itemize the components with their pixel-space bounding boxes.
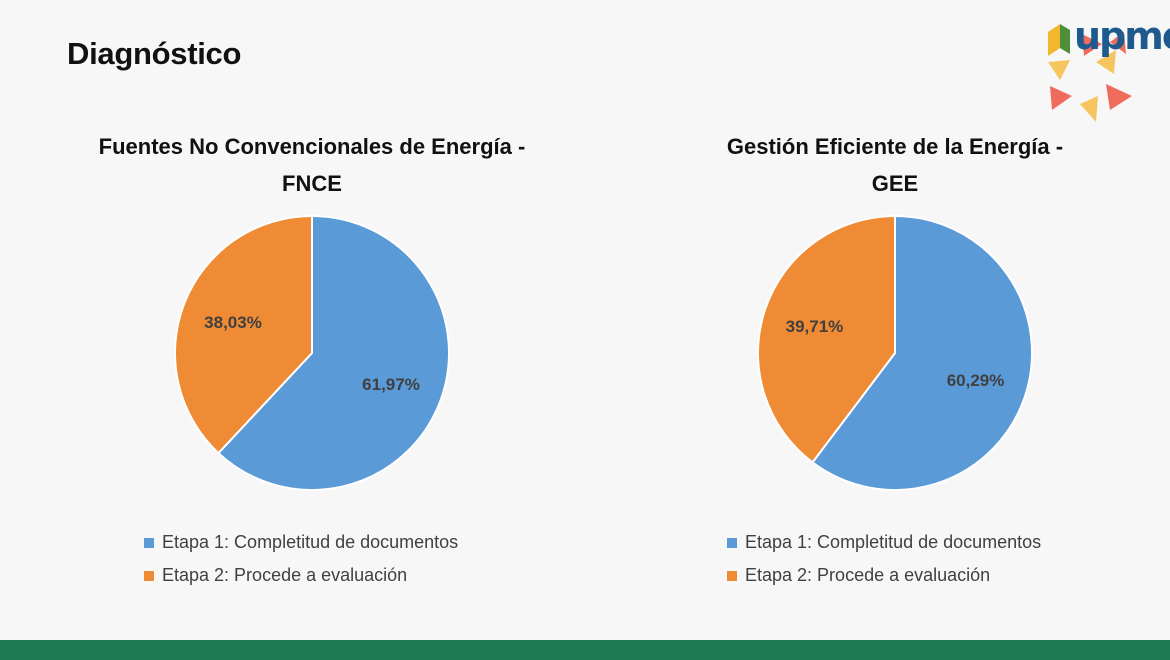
- upme-logo: upme: [1040, 12, 1170, 132]
- chart-title: Fuentes No Convencionales de Energía - F…: [52, 128, 572, 202]
- logo-mark-icon: [1048, 24, 1132, 122]
- chart-title-line-1: Fuentes No Convencionales de Energía -: [98, 134, 526, 159]
- legend-swatch-blue: [144, 537, 154, 548]
- legend-item-etapa-1: Etapa 1: Completitud de documentos: [727, 526, 1041, 559]
- legend-item-etapa-2: Etapa 2: Procede a evaluación: [144, 559, 458, 592]
- data-label-2: 39,71%: [786, 317, 844, 336]
- pie-slice-1: [811, 214, 1033, 491]
- legend-swatch-blue: [727, 537, 737, 548]
- data-label-2: 38,03%: [204, 313, 262, 332]
- data-label-1: 61,97%: [362, 375, 420, 394]
- chart-legend: Etapa 1: Completitud de documentos Etapa…: [144, 526, 458, 592]
- pie-slice-2: [174, 214, 313, 455]
- data-label-1: 60,29%: [947, 371, 1005, 390]
- pie-chart-gee: Gestión Eficiente de la Energía - GEE 60…: [635, 128, 1155, 598]
- pie-svg: 61,97% 38,03%: [174, 214, 450, 491]
- slide-title: Diagnóstico: [67, 36, 242, 71]
- pie-svg: 60,29% 39,71%: [757, 214, 1033, 491]
- chart-title-line-2: GEE: [871, 171, 919, 196]
- chart-title: Gestión Eficiente de la Energía - GEE: [635, 128, 1155, 202]
- legend-swatch-orange: [727, 570, 737, 581]
- legend-item-etapa-1: Etapa 1: Completitud de documentos: [144, 526, 458, 559]
- pie-chart-fnce: Fuentes No Convencionales de Energía - F…: [52, 128, 572, 598]
- legend-label: Etapa 2: Procede a evaluación: [745, 565, 991, 585]
- chart-title-line-1: Gestión Eficiente de la Energía -: [726, 134, 1064, 159]
- legend-label: Etapa 1: Completitud de documentos: [745, 532, 1042, 552]
- legend-label: Etapa 2: Procede a evaluación: [162, 565, 408, 585]
- chart-title-line-2: FNCE: [282, 171, 342, 196]
- legend-label: Etapa 1: Completitud de documentos: [162, 532, 459, 552]
- legend-item-etapa-2: Etapa 2: Procede a evaluación: [727, 559, 1041, 592]
- pie-slice-2: [757, 214, 896, 464]
- footer-bar: [0, 640, 1170, 660]
- legend-swatch-orange: [144, 570, 154, 581]
- pie-slice-1: [216, 214, 450, 491]
- logo-text: upme: [1074, 14, 1170, 58]
- chart-legend: Etapa 1: Completitud de documentos Etapa…: [727, 526, 1041, 592]
